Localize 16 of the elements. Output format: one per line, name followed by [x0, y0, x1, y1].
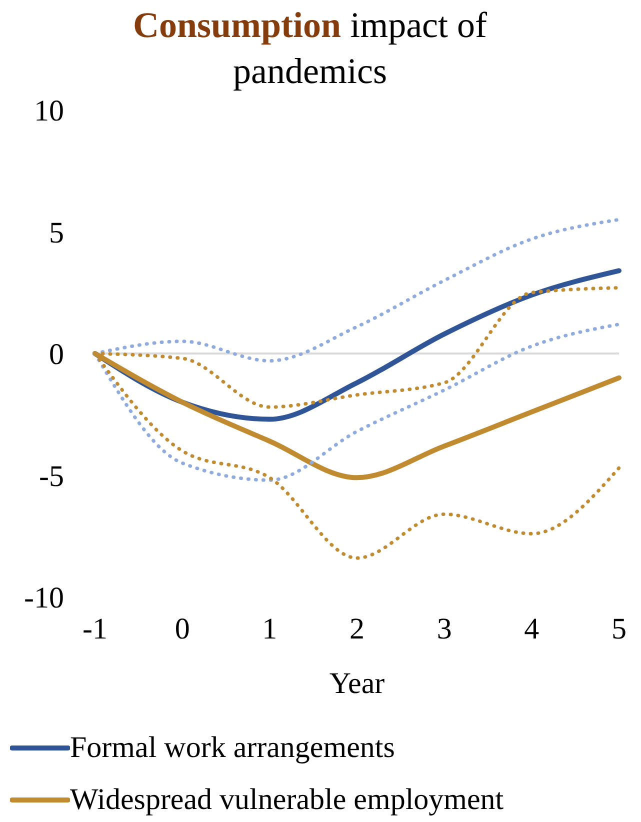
x-tick-label: 1 [262, 612, 278, 646]
x-tick-label: 0 [174, 612, 190, 646]
chart-title: Consumption impact of pandemics [132, 5, 488, 91]
y-tick-label: -5 [39, 460, 64, 493]
x-tick-label: -1 [82, 612, 108, 646]
x-tick-label: 5 [612, 612, 626, 646]
legend-label: Widespread vulnerable employment [70, 783, 504, 817]
x-tick-label: 4 [524, 612, 540, 646]
y-tick-label: 10 [34, 94, 64, 128]
x-axis-title: Year [329, 667, 385, 700]
legend-label: Formal work arrangements [70, 731, 395, 765]
x-tick-label: 2 [350, 612, 364, 646]
y-tick-label: 0 [49, 338, 64, 372]
y-tick-label: 5 [49, 216, 64, 250]
x-tick-label: 3 [436, 612, 452, 646]
y-tick-label: -10 [24, 582, 64, 615]
